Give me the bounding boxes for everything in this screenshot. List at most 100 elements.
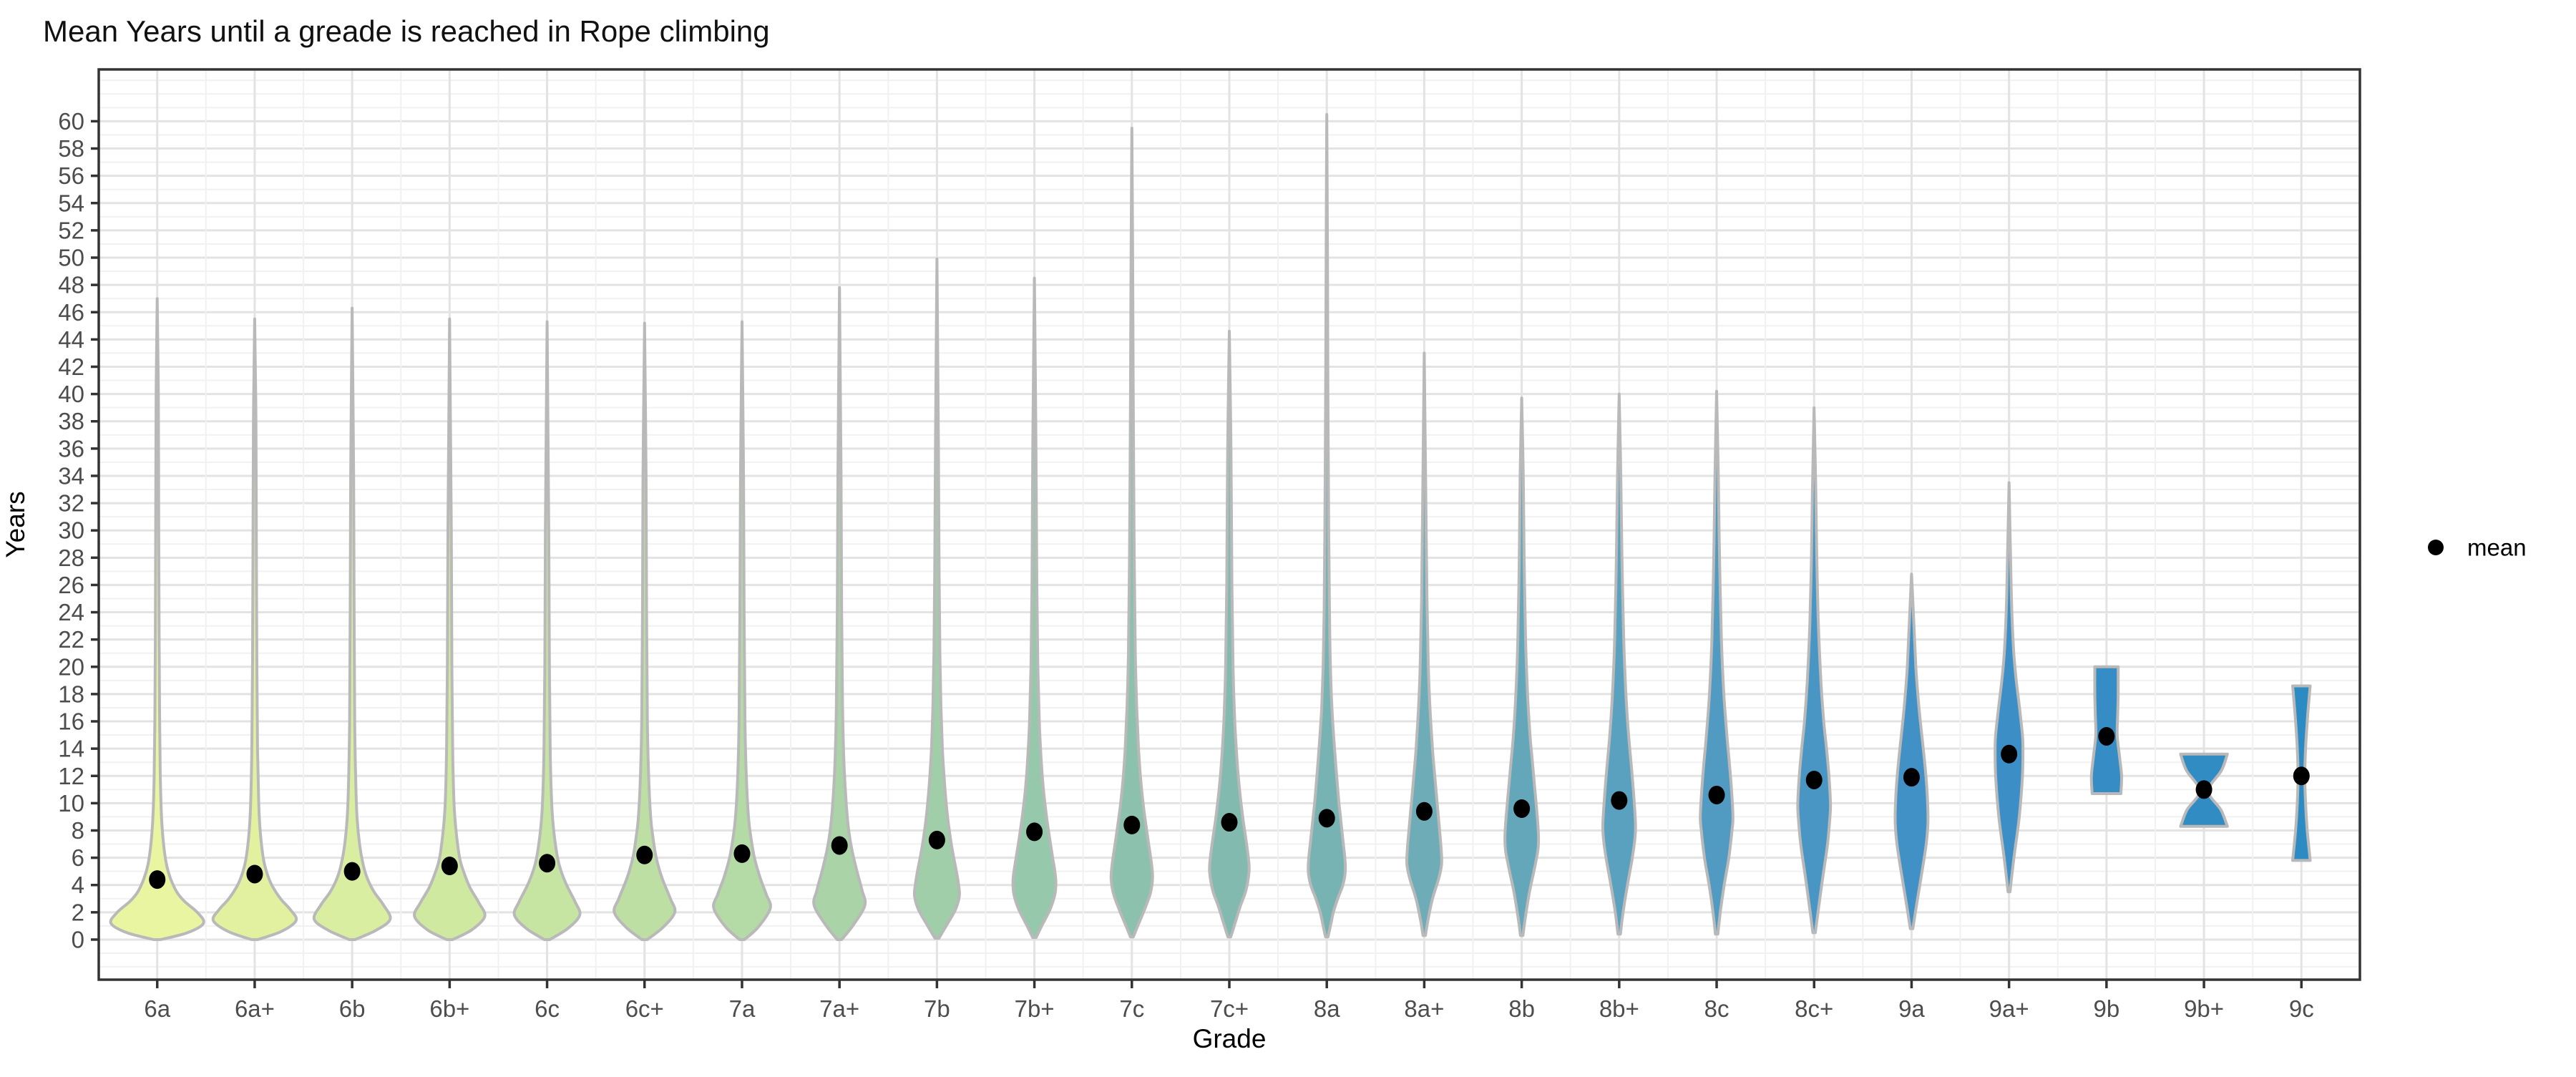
y-tick-label: 44 xyxy=(58,326,84,353)
y-tick-label: 6 xyxy=(72,844,84,871)
violins-layer xyxy=(109,112,2312,941)
mean-dot-6c+ xyxy=(636,845,653,864)
violin-6a+ xyxy=(211,317,298,941)
violin-7a xyxy=(712,320,772,941)
x-tick-label-8b: 8b xyxy=(1508,995,1535,1022)
y-tick-label: 2 xyxy=(72,899,84,925)
violin-9a+ xyxy=(1994,481,2025,894)
x-tick-label-7b+: 7b+ xyxy=(1015,995,1055,1022)
x-tick-label-6c: 6c xyxy=(535,995,560,1022)
x-tick-label-6b: 6b xyxy=(339,995,366,1022)
x-tick-label-6b+: 6b+ xyxy=(429,995,469,1022)
mean-dot-7a xyxy=(733,844,751,863)
mean-dot-8c+ xyxy=(1805,770,1823,789)
y-tick-label: 10 xyxy=(58,790,84,817)
x-tick-label-9a: 9a xyxy=(1898,995,1925,1022)
violin-8a xyxy=(1307,112,1347,939)
mean-dot-8b xyxy=(1513,799,1531,818)
violin-7c xyxy=(1109,127,1154,939)
x-tick-label-7a+: 7a+ xyxy=(819,995,859,1022)
mean-dot-7c+ xyxy=(1221,813,1238,832)
chart-title: Mean Years until a greade is reached in … xyxy=(43,14,770,48)
y-tick-label: 8 xyxy=(72,817,84,844)
y-tick-label: 32 xyxy=(58,490,84,517)
mean-dot-7b+ xyxy=(1026,822,1043,842)
mean-dot-9c xyxy=(2293,766,2310,786)
y-tick-label: 42 xyxy=(58,354,84,380)
y-tick-label: 38 xyxy=(58,408,84,434)
y-tick-label: 56 xyxy=(58,162,84,189)
y-tick-label: 26 xyxy=(58,572,84,598)
x-tick-label-7c: 7c xyxy=(1119,995,1144,1022)
x-tick-label-6c+: 6c+ xyxy=(625,995,664,1022)
violin-8b xyxy=(1503,396,1541,937)
mean-dot-9b+ xyxy=(2195,780,2212,799)
legend-mean-dot-icon xyxy=(2428,540,2444,555)
mean-dot-6c xyxy=(539,854,556,873)
mean-dot-6b xyxy=(343,862,361,881)
mean-dot-6a xyxy=(149,870,166,890)
x-tick-label-8b+: 8b+ xyxy=(1599,995,1639,1022)
violin-8c xyxy=(1699,389,1735,936)
x-tick-label-8c: 8c xyxy=(1704,995,1729,1022)
mean-dot-8b+ xyxy=(1611,791,1628,810)
y-tick-label: 58 xyxy=(58,135,84,162)
x-tick-label-6a+: 6a+ xyxy=(235,995,275,1022)
mean-dot-8a xyxy=(1318,809,1335,828)
x-tick-label-9a+: 9a+ xyxy=(1989,995,2029,1022)
x-tick-label-9b+: 9b+ xyxy=(2184,995,2224,1022)
violin-7b xyxy=(912,257,961,940)
mean-dot-8a+ xyxy=(1415,801,1433,821)
mean-dot-9b xyxy=(2098,726,2115,746)
y-tick-label: 18 xyxy=(58,681,84,707)
violin-6c+ xyxy=(613,321,677,941)
mean-dot-6a+ xyxy=(246,864,263,884)
legend-mean-label: mean xyxy=(2467,535,2527,561)
violin-8c+ xyxy=(1796,406,1833,935)
violin-7c+ xyxy=(1208,329,1251,939)
mean-dot-7a+ xyxy=(831,836,848,855)
x-tick-label-7b: 7b xyxy=(924,995,950,1022)
y-tick-label: 14 xyxy=(58,736,84,762)
violin-8b+ xyxy=(1601,392,1637,936)
x-tick-label-7a: 7a xyxy=(729,995,756,1022)
y-tick-label: 20 xyxy=(58,653,84,680)
violin-6c xyxy=(512,320,582,941)
mean-dot-6b+ xyxy=(441,857,458,876)
axis-layer: 0246810121416182022242628303234363840424… xyxy=(58,108,2313,1022)
y-tick-label: 52 xyxy=(58,217,84,243)
y-tick-label: 4 xyxy=(72,872,84,898)
y-tick-label: 46 xyxy=(58,299,84,326)
y-tick-label: 0 xyxy=(72,926,84,952)
y-tick-label: 16 xyxy=(58,708,84,735)
x-tick-label-8a: 8a xyxy=(1314,995,1340,1022)
y-tick-label: 36 xyxy=(58,435,84,462)
y-tick-label: 60 xyxy=(58,108,84,135)
y-axis-title: Years xyxy=(1,491,30,557)
x-tick-label-8c+: 8c+ xyxy=(1795,995,1833,1022)
x-tick-label-9c: 9c xyxy=(2289,995,2314,1022)
violin-6a xyxy=(109,297,205,941)
violin-6b+ xyxy=(413,317,487,941)
violin-7a+ xyxy=(812,286,867,941)
mean-dot-7c xyxy=(1123,815,1141,834)
mean-dot-7b xyxy=(928,830,945,849)
violin-6b xyxy=(312,306,392,941)
violin-9a xyxy=(1893,572,1930,930)
y-tick-label: 48 xyxy=(58,272,84,298)
mean-dot-9a+ xyxy=(2001,744,2018,764)
x-tick-label-7c+: 7c+ xyxy=(1210,995,1249,1022)
legend: mean xyxy=(2428,535,2527,561)
y-tick-label: 22 xyxy=(58,626,84,653)
y-tick-label: 34 xyxy=(58,462,84,489)
x-tick-label-6a: 6a xyxy=(144,995,170,1022)
x-tick-label-8a+: 8a+ xyxy=(1404,995,1444,1022)
y-tick-label: 54 xyxy=(58,190,84,216)
y-tick-label: 50 xyxy=(58,245,84,271)
mean-dots-layer xyxy=(149,726,2310,890)
violin-7b+ xyxy=(1011,276,1058,940)
y-tick-label: 30 xyxy=(58,517,84,544)
violin-8a+ xyxy=(1405,351,1443,937)
